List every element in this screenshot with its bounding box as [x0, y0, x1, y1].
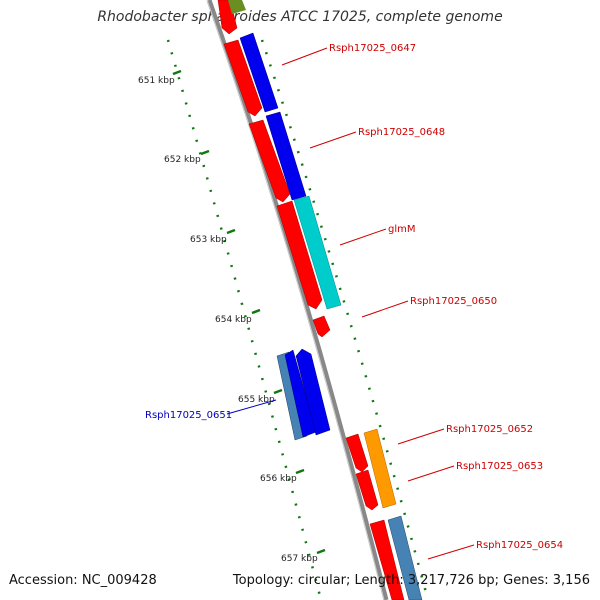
genome-backbone-highlight: [206, 0, 385, 600]
leader-0651: [226, 399, 277, 415]
tick-651: [172, 69, 182, 76]
tick-655: [273, 388, 283, 395]
gene-label-0653[interactable]: Rsph17025_0653: [456, 461, 543, 472]
tick-654: [251, 308, 261, 315]
kbp-ruler-left: [166, 39, 322, 597]
genome-backbone: [206, 0, 389, 600]
gene-label-0654[interactable]: Rsph17025_0654: [476, 540, 563, 551]
leader-0653: [407, 465, 455, 482]
leader-0654: [427, 544, 475, 560]
leader-glmM: [339, 228, 387, 246]
gene-arrow-0647[interactable]: [223, 39, 263, 117]
category-bar-0652: [363, 428, 397, 509]
leader-0652: [397, 428, 445, 445]
forward-strand-genes: [217, 0, 405, 600]
reverse-strand-genes: [276, 348, 331, 441]
tick-label-652: 652 kbp: [164, 155, 201, 165]
gene-arrow-0653[interactable]: [355, 469, 379, 511]
category-bar-0647: [239, 32, 279, 113]
category-bar-0646: [228, 0, 246, 14]
leader-0648: [309, 131, 357, 149]
gene-arrow-0652[interactable]: [345, 433, 369, 473]
leader-lines: [226, 47, 475, 560]
gene-label-0652[interactable]: Rsph17025_0652: [446, 424, 533, 435]
tick-label-651: 651 kbp: [138, 76, 175, 86]
tick-652: [200, 149, 210, 156]
gene-arrow-0648[interactable]: [248, 119, 291, 203]
category-bars: [228, 0, 423, 600]
gene-label-0647[interactable]: Rsph17025_0647: [329, 43, 416, 54]
tick-653: [226, 228, 236, 235]
tick-657: [316, 548, 326, 555]
leader-0650: [361, 300, 409, 318]
major-ticks: [172, 69, 326, 555]
kbp-ruler-right: [260, 39, 430, 600]
category-bar-glmM: [293, 195, 342, 310]
gene-arrow-0650[interactable]: [312, 315, 331, 338]
category-bar-0654: [387, 515, 423, 600]
gene-arrow-0654[interactable]: [369, 519, 405, 600]
gene-arrow-glmM[interactable]: [276, 200, 323, 310]
accession-info: Accession: NC_009428: [9, 573, 157, 588]
tick-656: [295, 468, 305, 475]
gene-arrow-0646[interactable]: [217, 0, 238, 35]
gene-label-glmM[interactable]: glmM: [388, 224, 416, 235]
tick-label-656: 656 kbp: [260, 474, 297, 484]
genome-title: Rhodobacter sphaeroides ATCC 17025, comp…: [97, 9, 503, 25]
tick-label-653: 653 kbp: [190, 235, 227, 245]
tick-label-655: 655 kbp: [238, 395, 275, 405]
gene-label-0651[interactable]: Rsph17025_0651: [145, 410, 232, 421]
gene-arrow-0651-b[interactable]: [295, 348, 331, 436]
tick-label-654: 654 kbp: [215, 315, 252, 325]
tick-label-657: 657 kbp: [281, 554, 318, 564]
leader-0647: [281, 47, 328, 66]
topology-info: Topology: circular; Length: 3,217,726 bp…: [232, 573, 590, 588]
category-bar-0648: [265, 111, 307, 201]
gene-label-0650[interactable]: Rsph17025_0650: [410, 296, 497, 307]
gene-label-0648[interactable]: Rsph17025_0648: [358, 127, 445, 138]
